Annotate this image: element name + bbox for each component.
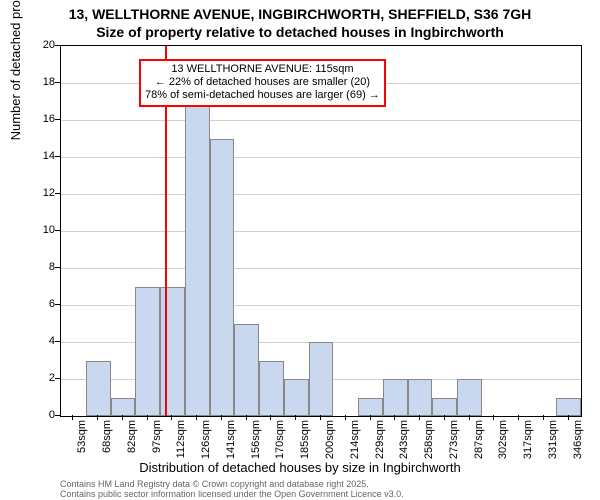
y-tick-label: 16 [15,113,55,125]
gridline-h [61,194,581,195]
y-tick-label: 14 [15,150,55,162]
histogram-bar [457,379,482,416]
histogram-bar [383,379,408,416]
x-tick [394,415,395,420]
histogram-bar [210,139,235,417]
gridline-h [61,157,581,158]
x-axis-label: Distribution of detached houses by size … [0,460,600,475]
x-tick [345,415,346,420]
histogram-bar [135,287,160,417]
x-tick-label: 141sqm [225,420,237,460]
x-tick [147,415,148,420]
x-tick [246,415,247,420]
x-tick-label: 258sqm [423,420,435,460]
x-tick [518,415,519,420]
x-tick [295,415,296,420]
histogram-bar [408,379,433,416]
x-tick [270,415,271,420]
x-tick-label: 97sqm [151,420,163,460]
x-tick-label: 156sqm [250,420,262,460]
y-tick-label: 18 [15,76,55,88]
histogram-bar [160,287,185,417]
x-tick-label: 346sqm [572,420,584,460]
gridline-h [61,268,581,269]
x-tick-label: 170sqm [274,420,286,460]
y-tick-label: 4 [15,335,55,347]
x-tick-label: 302sqm [497,420,509,460]
gridline-h [61,231,581,232]
x-tick-label: 53sqm [76,420,88,460]
x-tick-label: 229sqm [374,420,386,460]
y-tick-label: 12 [15,187,55,199]
x-tick-label: 317sqm [522,420,534,460]
histogram-bar [309,342,334,416]
chart-title-line2: Size of property relative to detached ho… [0,24,600,40]
x-tick [493,415,494,420]
x-tick [419,415,420,420]
x-tick [444,415,445,420]
histogram-bar [111,398,136,417]
x-tick [122,415,123,420]
x-tick-label: 287sqm [473,420,485,460]
x-tick [72,415,73,420]
x-tick-label: 126sqm [200,420,212,460]
chart-title-line1: 13, WELLTHORNE AVENUE, INGBIRCHWORTH, SH… [0,6,600,22]
y-tick-label: 0 [15,409,55,421]
histogram-bar [185,102,210,417]
annotation-line2: ← 22% of detached houses are smaller (20… [145,76,380,89]
histogram-bar [234,324,259,417]
y-tick-label: 2 [15,372,55,384]
x-tick-label: 273sqm [448,420,460,460]
x-tick-label: 200sqm [324,420,336,460]
histogram-bar [259,361,284,417]
x-tick [196,415,197,420]
x-tick [543,415,544,420]
x-tick-label: 243sqm [398,420,410,460]
x-tick [320,415,321,420]
x-tick [171,415,172,420]
x-tick [469,415,470,420]
x-tick-label: 331sqm [547,420,559,460]
annotation-line3: 78% of semi-detached houses are larger (… [145,89,380,102]
histogram-bar [358,398,383,417]
y-tick-label: 8 [15,261,55,273]
histogram-bar [432,398,457,417]
x-tick [221,415,222,420]
histogram-bar [86,361,111,417]
attribution-line2: Contains public sector information licen… [60,490,404,500]
x-tick-label: 185sqm [299,420,311,460]
attribution-text: Contains HM Land Registry data © Crown c… [60,480,404,500]
gridline-h [61,120,581,121]
x-tick-label: 214sqm [349,420,361,460]
x-tick-label: 82sqm [126,420,138,460]
y-tick-label: 6 [15,298,55,310]
annotation-line1: 13 WELLTHORNE AVENUE: 115sqm [145,63,380,76]
chart-container: 13, WELLTHORNE AVENUE, INGBIRCHWORTH, SH… [0,0,600,500]
histogram-bar [556,398,581,417]
y-tick-label: 10 [15,224,55,236]
annotation-box: 13 WELLTHORNE AVENUE: 115sqm ← 22% of de… [139,59,386,107]
histogram-bar [284,379,309,416]
x-tick-label: 68sqm [101,420,113,460]
y-tick-label: 20 [15,39,55,51]
x-tick [97,415,98,420]
x-tick [370,415,371,420]
plot-area: 13 WELLTHORNE AVENUE: 115sqm ← 22% of de… [60,45,582,417]
x-tick-label: 112sqm [175,420,187,460]
x-tick [568,415,569,420]
